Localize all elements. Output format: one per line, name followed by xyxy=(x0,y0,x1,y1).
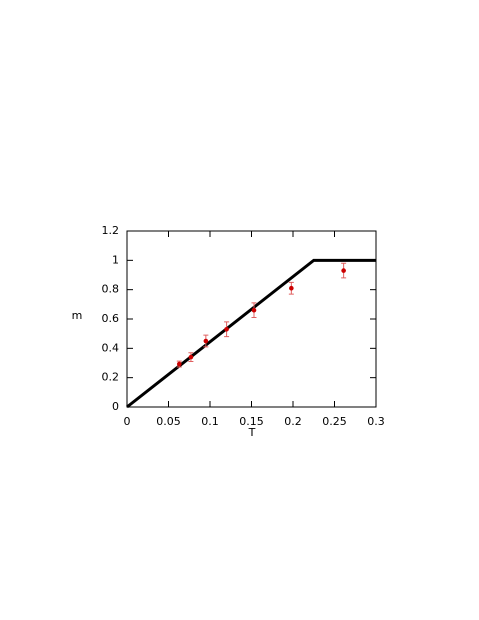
x-tick-label: 0.1 xyxy=(201,415,219,428)
x-tick-label: 0.25 xyxy=(322,415,347,428)
data-point xyxy=(176,361,182,367)
y-tick-label: 1 xyxy=(112,253,119,266)
data-point xyxy=(203,338,209,344)
x-tick-label: 0.2 xyxy=(284,415,302,428)
y-tick-label: 0.8 xyxy=(102,283,120,296)
y-tick-label: 0 xyxy=(112,400,119,413)
plot-frame xyxy=(126,230,377,408)
data-point xyxy=(341,268,346,273)
x-tick-label: 0.3 xyxy=(367,415,385,428)
y-tick-label: 1.2 xyxy=(102,224,120,237)
y-tick-label: 0.2 xyxy=(102,371,120,384)
x-tick-label: 0 xyxy=(124,415,131,428)
data-point xyxy=(188,354,194,360)
y-tick-label: 0.6 xyxy=(102,312,120,325)
fit-line xyxy=(126,258,376,409)
data-point xyxy=(251,307,257,313)
data-point xyxy=(289,285,294,291)
x-tick-label: 0.15 xyxy=(239,415,264,428)
x-tick-label: 0.05 xyxy=(156,415,181,428)
data-point xyxy=(224,326,229,332)
y-axis-label: m xyxy=(72,309,83,322)
y-tick-label: 0.4 xyxy=(102,341,120,354)
x-axis-label: T xyxy=(248,426,256,439)
